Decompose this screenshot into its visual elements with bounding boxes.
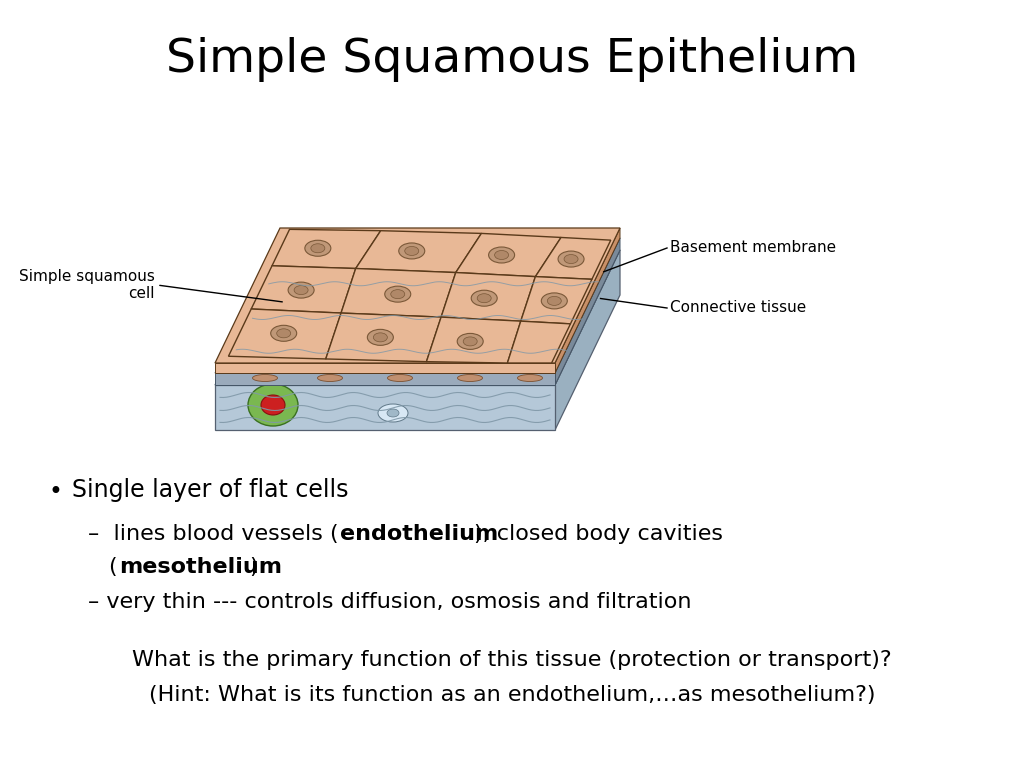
Ellipse shape	[471, 290, 498, 306]
Ellipse shape	[458, 375, 482, 382]
Polygon shape	[521, 276, 592, 324]
Polygon shape	[355, 230, 481, 273]
Ellipse shape	[387, 375, 413, 382]
Polygon shape	[215, 373, 555, 385]
Polygon shape	[555, 250, 620, 430]
Polygon shape	[508, 321, 570, 363]
Text: mesothelium: mesothelium	[119, 557, 282, 577]
Ellipse shape	[387, 409, 399, 417]
Text: What is the primary function of this tissue (protection or transport)?: What is the primary function of this tis…	[132, 650, 892, 670]
Text: Simple squamous
cell: Simple squamous cell	[19, 269, 155, 301]
Ellipse shape	[253, 375, 278, 382]
Polygon shape	[215, 228, 620, 363]
Ellipse shape	[564, 254, 579, 263]
Ellipse shape	[488, 247, 515, 263]
Polygon shape	[426, 317, 521, 363]
Text: – very thin --- controls diffusion, osmosis and filtration: – very thin --- controls diffusion, osmo…	[88, 592, 691, 612]
Text: Basement membrane: Basement membrane	[670, 240, 837, 256]
Polygon shape	[215, 363, 555, 373]
Ellipse shape	[477, 293, 492, 303]
Text: (: (	[108, 557, 117, 577]
Polygon shape	[215, 238, 620, 373]
Ellipse shape	[317, 375, 342, 382]
Text: Connective tissue: Connective tissue	[670, 300, 806, 316]
Ellipse shape	[368, 329, 393, 346]
Polygon shape	[215, 250, 620, 385]
Ellipse shape	[398, 243, 425, 259]
Text: Single layer of flat cells: Single layer of flat cells	[72, 478, 348, 502]
Polygon shape	[441, 273, 536, 321]
Text: Simple Squamous Epithelium: Simple Squamous Epithelium	[166, 38, 858, 82]
Polygon shape	[326, 313, 441, 362]
Ellipse shape	[558, 251, 584, 267]
Polygon shape	[555, 238, 620, 385]
Text: (Hint: What is its function as an endothelium,…as mesothelium?): (Hint: What is its function as an endoth…	[148, 685, 876, 705]
Ellipse shape	[391, 290, 404, 299]
Text: endothelium: endothelium	[340, 524, 499, 544]
Ellipse shape	[294, 286, 308, 295]
Polygon shape	[215, 385, 555, 430]
Ellipse shape	[404, 247, 419, 256]
Ellipse shape	[276, 329, 291, 338]
Ellipse shape	[457, 333, 483, 349]
Polygon shape	[341, 269, 456, 317]
Polygon shape	[536, 237, 610, 280]
Polygon shape	[251, 266, 355, 313]
Ellipse shape	[495, 250, 509, 260]
Text: ): )	[249, 557, 258, 577]
Ellipse shape	[288, 282, 314, 298]
Ellipse shape	[311, 243, 325, 253]
Polygon shape	[555, 228, 620, 373]
Ellipse shape	[374, 333, 387, 342]
Ellipse shape	[542, 293, 567, 309]
Text: •: •	[48, 480, 61, 504]
Text: ), closed body cavities: ), closed body cavities	[474, 524, 723, 544]
Ellipse shape	[385, 286, 411, 302]
Ellipse shape	[517, 375, 543, 382]
Polygon shape	[456, 233, 561, 276]
Text: –  lines blood vessels (: – lines blood vessels (	[88, 524, 339, 544]
Ellipse shape	[547, 296, 561, 306]
Polygon shape	[228, 309, 341, 359]
Ellipse shape	[305, 240, 331, 257]
Ellipse shape	[248, 384, 298, 426]
Ellipse shape	[463, 337, 477, 346]
Ellipse shape	[378, 404, 408, 422]
Polygon shape	[272, 230, 381, 269]
Ellipse shape	[261, 395, 285, 415]
Ellipse shape	[270, 326, 297, 341]
